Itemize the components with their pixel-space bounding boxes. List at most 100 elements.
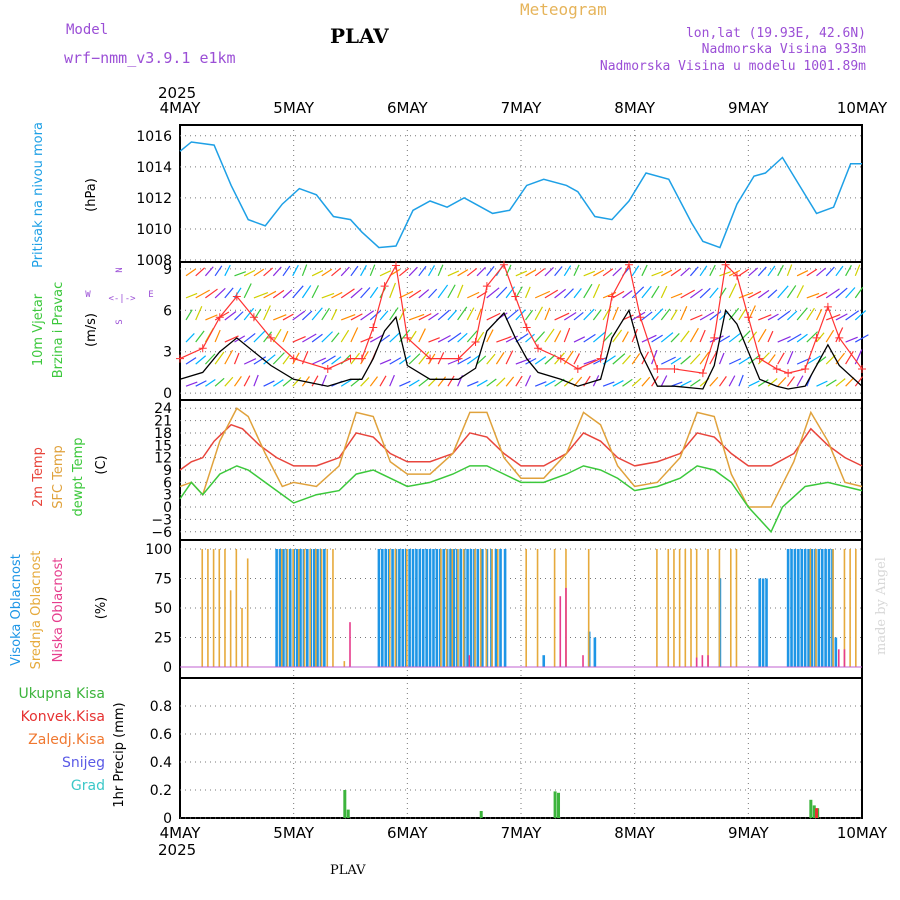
wind-arrow — [554, 288, 567, 299]
cloud-bar — [824, 549, 827, 667]
cloud-bar — [503, 549, 507, 667]
wind-arrow — [845, 377, 855, 387]
cloud-bar — [449, 549, 452, 667]
time-tick-bottom: 7MAY — [501, 824, 543, 842]
time-tick-bottom: 8MAY — [614, 824, 656, 842]
wind-arrow — [661, 269, 673, 277]
y-tick-label: 1014 — [136, 160, 172, 176]
cloud-bar — [452, 549, 456, 667]
wind-arrow — [321, 355, 336, 365]
cloud-bar — [445, 549, 448, 667]
gust-marker — [380, 282, 389, 291]
gust-marker — [357, 354, 366, 363]
cloud-bar — [800, 549, 804, 667]
wind-arrow — [719, 335, 731, 343]
cloud-bar — [843, 649, 846, 667]
wind-arrow — [486, 353, 496, 365]
wind-arrow — [437, 376, 447, 387]
wind-arrow — [816, 267, 827, 277]
wind-arrow — [476, 266, 486, 277]
cloud-bar — [481, 549, 484, 667]
gust-marker — [698, 369, 707, 378]
wind-arrow — [583, 308, 595, 321]
cloud-bar — [241, 608, 243, 667]
wind-arrow — [447, 309, 458, 321]
gust-marker — [823, 302, 832, 311]
wind-arrow — [389, 332, 401, 343]
y-tick-label: 18 — [154, 426, 172, 442]
cloud-bar — [817, 549, 821, 667]
cloud-bar — [536, 549, 539, 667]
cloud-bar — [485, 549, 488, 667]
wind-arrow — [796, 333, 808, 343]
wind-arrow — [563, 265, 572, 277]
cloud-bar — [474, 549, 476, 667]
gust-marker — [653, 364, 662, 373]
wind-arrow — [331, 291, 343, 299]
panel-4 — [179, 677, 863, 819]
wind-arrow — [767, 313, 779, 321]
wind-arrow — [573, 336, 586, 343]
wind-arrow — [709, 287, 719, 299]
gust-marker — [624, 260, 633, 269]
wind-arrow — [845, 350, 854, 365]
wind-arrow — [719, 271, 731, 277]
wind-arrow — [631, 311, 646, 321]
wind-arrow — [748, 331, 758, 343]
wind-arrow — [350, 265, 359, 277]
wind-arrow — [205, 314, 218, 321]
wind-arrow — [505, 309, 519, 321]
precip-bar — [815, 808, 819, 818]
wind-arrow — [738, 356, 752, 365]
wind-arrow — [631, 353, 641, 365]
cloud-bar — [323, 549, 326, 667]
wind-compass: N S W E <-|-> — [85, 267, 153, 324]
wind-arrow — [370, 334, 384, 343]
cloud-bar — [235, 549, 238, 667]
cloud-bar — [201, 549, 204, 667]
wind-arrow — [593, 269, 605, 277]
wind-arrow — [690, 314, 703, 321]
cloud-bar — [803, 549, 807, 667]
cloud-bar — [406, 549, 408, 667]
y-tick-label: 12 — [154, 451, 172, 467]
y-tick-label: −6 — [151, 525, 172, 541]
time-tick-top: 7MAY — [501, 99, 543, 117]
cloud-bar — [718, 549, 721, 667]
cloud-bar — [224, 549, 226, 667]
wind-arrow — [767, 289, 778, 299]
y-tick-label: 6 — [163, 475, 172, 491]
wind-arrow — [689, 327, 699, 343]
cloud-bar — [440, 549, 442, 667]
temp-line-2 — [179, 465, 863, 534]
wind-arrow — [379, 358, 392, 365]
wind-arrow — [816, 332, 825, 343]
wind-arrow — [699, 329, 706, 343]
temp-line-1 — [179, 407, 863, 508]
cloud-bar — [418, 549, 422, 667]
wind-arrow — [253, 374, 259, 387]
cloud-bar — [587, 549, 590, 667]
wind-arrow — [544, 328, 555, 343]
wind-arrow — [496, 336, 512, 343]
gust-marker — [670, 364, 679, 373]
wind-arrow — [709, 376, 719, 387]
wind-arrow — [331, 267, 342, 277]
wind-arrow — [621, 331, 629, 343]
wind-arrow — [476, 308, 482, 321]
wind-arrow — [418, 351, 430, 365]
wind-arrow — [854, 376, 864, 387]
wind-arrow — [660, 375, 668, 387]
compass-e: E — [148, 290, 153, 300]
wind-arrow — [321, 292, 335, 299]
y-tick-label: −3 — [151, 512, 172, 528]
wind-arrow — [777, 285, 789, 299]
precip-bar — [557, 792, 561, 818]
wind-arrow — [350, 287, 363, 299]
wind-arrow — [195, 380, 207, 387]
cloud-bar — [695, 657, 698, 667]
wind-arrow — [428, 337, 440, 343]
time-tick-bottom: 10MAY — [837, 824, 888, 842]
wind-arrow — [544, 289, 559, 299]
wind-arrow — [525, 269, 537, 277]
